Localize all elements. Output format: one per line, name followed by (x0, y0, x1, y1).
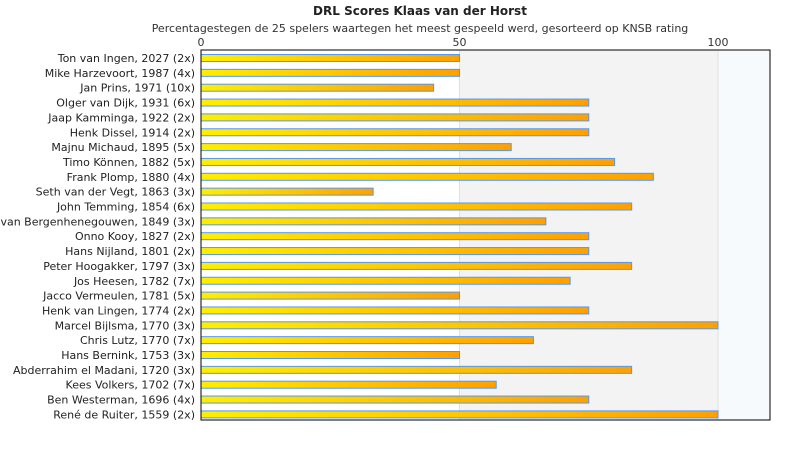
category-label: Hans Nijland, 1801 (2x) (65, 245, 195, 258)
plot-band-100-plus (718, 50, 770, 420)
category-label: van Bergenhenegouwen, 1849 (3x) (0, 215, 195, 228)
bar (200, 232, 590, 241)
bar (200, 217, 547, 226)
bar (200, 276, 571, 285)
category-label: Jaap Kamminga, 1922 (2x) (47, 111, 195, 124)
bar (200, 143, 512, 152)
bar (200, 172, 654, 181)
category-label: Frank Plomp, 1880 (4x) (67, 171, 195, 184)
category-label: Marcel Bijlsma, 1770 (3x) (55, 319, 195, 332)
category-label: Hans Bernink, 1753 (3x) (61, 349, 195, 362)
bar (200, 54, 460, 62)
bar (200, 157, 616, 166)
category-label: Henk Dissel, 1914 (2x) (70, 126, 195, 139)
x-tick-label: 0 (198, 36, 205, 49)
bar (200, 351, 460, 359)
bar (200, 410, 719, 419)
bar (200, 291, 460, 300)
plot-border (200, 49, 771, 421)
category-label: Mike Harzevoort, 1987 (4x) (45, 67, 195, 80)
x-tick-label: 100 (708, 36, 729, 49)
category-label: Seth van der Vegt, 1863 (3x) (36, 186, 195, 199)
category-label: René de Ruiter, 1559 (2x) (53, 408, 195, 421)
category-label: Peter Hoogakker, 1797 (3x) (43, 260, 195, 273)
category-label: Timo Können, 1882 (5x) (62, 156, 195, 169)
bar (200, 128, 590, 137)
category-label: Ben Westerman, 1696 (4x) (47, 394, 195, 407)
category-label: Jan Prins, 1971 (10x) (79, 82, 195, 95)
bar (200, 380, 497, 389)
category-label: Henk van Lingen, 1774 (2x) (42, 304, 195, 317)
bar (200, 321, 719, 330)
category-label: John Temming, 1854 (6x) (56, 201, 195, 214)
x-tick-label: 50 (453, 36, 467, 49)
bar (200, 336, 534, 345)
bar (200, 83, 435, 92)
category-label: Abderrahim el Madani, 1720 (3x) (13, 364, 195, 377)
bar (200, 187, 374, 196)
category-label: Jacco Vermeulen, 1781 (5x) (42, 290, 195, 303)
bar (200, 98, 590, 107)
chart-title: DRL Scores Klaas van der Horst (313, 4, 527, 18)
bar (200, 395, 590, 404)
chart-subtitle: Percentagestegen de 25 spelers waartegen… (151, 22, 689, 35)
category-label: Onno Kooy, 1827 (2x) (75, 230, 195, 243)
category-label: Majnu Michaud, 1895 (5x) (51, 141, 195, 154)
category-label: Kees Volkers, 1702 (7x) (66, 379, 195, 392)
bar (200, 113, 590, 122)
bar (200, 306, 590, 315)
category-label: Jos Heesen, 1782 (7x) (73, 275, 195, 288)
bar (200, 261, 633, 270)
bar (200, 202, 633, 211)
bar (200, 365, 633, 374)
bar (200, 68, 460, 77)
category-label: Ton van Ingen, 2027 (2x) (57, 52, 195, 65)
bar (200, 247, 590, 256)
category-label: Olger van Dijk, 1931 (6x) (56, 97, 195, 110)
category-label: Chris Lutz, 1770 (7x) (80, 334, 195, 347)
